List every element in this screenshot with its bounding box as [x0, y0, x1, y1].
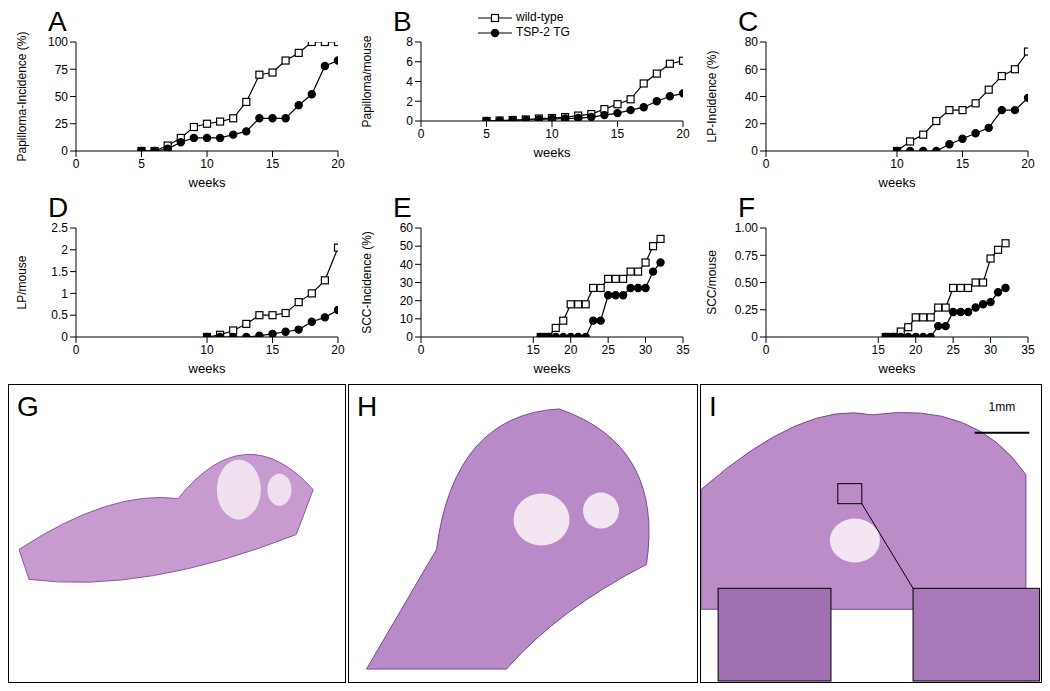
- svg-text:weeks: weeks: [188, 175, 226, 190]
- svg-text:30: 30: [400, 276, 414, 290]
- svg-text:0.50: 0.50: [735, 276, 759, 290]
- svg-text:1.00: 1.00: [735, 221, 759, 235]
- svg-text:1: 1: [61, 287, 68, 301]
- svg-text:25: 25: [946, 343, 960, 357]
- svg-text:0: 0: [61, 144, 68, 158]
- svg-text:5: 5: [483, 127, 490, 141]
- svg-text:35: 35: [676, 343, 690, 357]
- svg-text:25: 25: [601, 343, 615, 357]
- svg-text:weeks: weeks: [533, 361, 571, 376]
- svg-text:40: 40: [745, 90, 759, 104]
- svg-text:2: 2: [61, 243, 68, 257]
- svg-text:15: 15: [956, 157, 970, 171]
- html-text:G: G: [17, 391, 39, 422]
- html-text:wild-type: wild-type: [516, 10, 564, 24]
- svg-text:25: 25: [55, 117, 69, 131]
- svg-text:15: 15: [872, 343, 886, 357]
- svg-text:0.5: 0.5: [51, 308, 68, 322]
- svg-text:Papilloma/mouse: Papilloma/mouse: [360, 35, 374, 127]
- svg-text:0.25: 0.25: [735, 303, 759, 317]
- svg-text:10: 10: [400, 312, 414, 326]
- html-text:A: A: [48, 6, 67, 37]
- svg-text:SCC/mouse: SCC/mouse: [705, 250, 719, 315]
- html-text:I: I: [709, 391, 717, 422]
- html-text:C: C: [738, 6, 759, 37]
- svg-text:0: 0: [61, 330, 68, 344]
- svg-text:0: 0: [763, 157, 770, 171]
- svg-text:20: 20: [400, 294, 414, 308]
- svg-text:0: 0: [763, 343, 770, 357]
- svg-text:15: 15: [611, 127, 625, 141]
- html-text:1mm: 1mm: [988, 399, 1016, 414]
- svg-text:5: 5: [138, 157, 145, 171]
- svg-text:0: 0: [73, 343, 80, 357]
- svg-text:10: 10: [545, 127, 559, 141]
- svg-text:0: 0: [751, 144, 758, 158]
- html-text:D: D: [48, 192, 69, 223]
- svg-text:20: 20: [1021, 157, 1035, 171]
- svg-text:20: 20: [745, 117, 759, 131]
- svg-text:2.5: 2.5: [51, 221, 68, 235]
- svg-text:60: 60: [400, 221, 414, 235]
- svg-text:40: 40: [400, 258, 414, 272]
- svg-text:weeks: weeks: [878, 175, 916, 190]
- svg-text:15: 15: [266, 343, 280, 357]
- svg-text:100: 100: [48, 35, 68, 49]
- svg-text:10: 10: [200, 157, 214, 171]
- svg-text:30: 30: [639, 343, 653, 357]
- html-text:F: F: [738, 192, 756, 223]
- svg-text:20: 20: [564, 343, 578, 357]
- svg-text:6: 6: [406, 55, 413, 69]
- html-text:E: E: [393, 192, 412, 223]
- svg-text:8: 8: [406, 35, 413, 49]
- html-text:B: B: [393, 6, 412, 37]
- svg-text:1.5: 1.5: [51, 265, 68, 279]
- svg-text:0: 0: [73, 157, 80, 171]
- svg-text:60: 60: [745, 63, 759, 77]
- svg-text:4: 4: [406, 75, 413, 89]
- svg-text:50: 50: [400, 239, 414, 253]
- svg-text:LP/mouse: LP/mouse: [15, 255, 29, 309]
- html-text:TSP-2 TG: TSP-2 TG: [516, 25, 570, 39]
- svg-text:10: 10: [890, 157, 904, 171]
- svg-text:weeks: weeks: [533, 145, 571, 160]
- svg-text:75: 75: [55, 63, 69, 77]
- svg-text:0: 0: [751, 330, 758, 344]
- svg-text:20: 20: [676, 127, 690, 141]
- svg-text:SCC-Incidence (%): SCC-Incidence (%): [360, 231, 374, 334]
- svg-text:0: 0: [406, 114, 413, 128]
- svg-text:weeks: weeks: [878, 361, 916, 376]
- svg-text:15: 15: [527, 343, 541, 357]
- svg-text:20: 20: [909, 343, 923, 357]
- svg-text:30: 30: [984, 343, 998, 357]
- svg-text:0.75: 0.75: [735, 249, 759, 263]
- svg-text:10: 10: [200, 343, 214, 357]
- svg-text:15: 15: [266, 157, 280, 171]
- html-text:H: H: [357, 391, 378, 422]
- svg-text:Papilloma-Incidence (%): Papilloma-Incidence (%): [15, 31, 29, 161]
- svg-text:0: 0: [418, 343, 425, 357]
- svg-text:50: 50: [55, 90, 69, 104]
- svg-text:35: 35: [1021, 343, 1035, 357]
- svg-text:0: 0: [406, 330, 413, 344]
- svg-text:LP-Incidence (%): LP-Incidence (%): [705, 50, 719, 142]
- svg-text:2: 2: [406, 95, 413, 109]
- svg-text:weeks: weeks: [188, 361, 226, 376]
- svg-text:20: 20: [331, 157, 345, 171]
- svg-text:0: 0: [418, 127, 425, 141]
- svg-text:20: 20: [331, 343, 345, 357]
- svg-text:80: 80: [745, 35, 759, 49]
